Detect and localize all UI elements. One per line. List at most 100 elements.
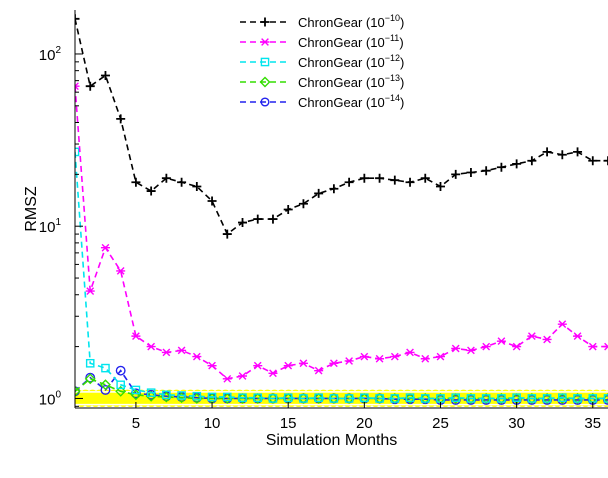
series-line-0 (75, 18, 608, 236)
point-0-35 (603, 156, 608, 166)
point-0-10 (222, 229, 232, 239)
point-0-8 (192, 182, 202, 192)
point-0-34 (588, 156, 598, 166)
point-2-12 (253, 393, 263, 402)
point-1-6 (161, 348, 171, 357)
series-layer (75, 14, 608, 405)
point-0-17 (329, 184, 339, 194)
point-1-19 (359, 352, 369, 361)
point-0-28 (496, 162, 506, 172)
point-0-14 (283, 205, 293, 215)
point-1-23 (420, 354, 430, 363)
point-0-11 (238, 218, 248, 228)
x-axis-label: Simulation Months (266, 432, 398, 449)
point-2-10 (222, 392, 232, 402)
point-2-32 (558, 393, 567, 402)
point-3-2 (99, 379, 111, 391)
point-0-0 (75, 14, 80, 24)
point-2-35 (603, 394, 608, 403)
point-4-3 (115, 365, 126, 376)
point-2-21 (390, 394, 400, 403)
point-1-22 (405, 348, 415, 357)
legend-marker-group-1 (260, 38, 270, 46)
point-0-13 (268, 214, 278, 224)
point-0-5 (146, 186, 156, 196)
point-0-6 (161, 173, 171, 183)
point-1-35 (603, 342, 608, 351)
axes (74, 10, 608, 409)
legend: ChronGear (10−10) ChronGear (10−11) ChronG… (240, 13, 404, 110)
tick-labels: 5 10 15 20 25 30 35 100 101 102 (39, 45, 601, 432)
point-1-28 (496, 337, 506, 346)
point-1-1 (85, 287, 95, 295)
point-1-0 (75, 82, 80, 91)
point-1-32 (557, 320, 567, 329)
point-2-5 (146, 388, 156, 397)
point-0-15 (298, 199, 308, 209)
y-tick-label: 101 (39, 217, 62, 236)
point-3-3 (115, 385, 127, 397)
y-tick-label: 100 (39, 389, 62, 408)
point-1-7 (177, 346, 187, 355)
point-2-19 (360, 393, 369, 402)
point-0-25 (451, 169, 461, 179)
point-2-26 (466, 394, 476, 403)
point-0-33 (573, 147, 583, 157)
point-1-5 (146, 342, 156, 351)
point-2-8 (192, 391, 202, 401)
point-1-17 (329, 359, 339, 368)
legend-marker-group-2 (260, 57, 270, 67)
point-0-3 (116, 114, 126, 124)
point-2-33 (573, 394, 582, 403)
point-2-7 (177, 391, 186, 400)
point-1-12 (253, 361, 263, 370)
legend-label-0: ChronGear (10−10) (298, 13, 404, 30)
point-1-16 (314, 366, 324, 375)
point-3-1 (84, 373, 96, 385)
point-2-29 (512, 393, 521, 402)
point-0-2 (100, 70, 110, 80)
point-2-6 (162, 390, 171, 400)
point-0-27 (481, 166, 491, 176)
point-0-24 (435, 182, 445, 192)
point-0-21 (390, 175, 400, 185)
point-0-20 (375, 173, 385, 183)
point-2-30 (527, 394, 537, 403)
legend-marker-2 (260, 57, 270, 67)
point-1-34 (588, 342, 598, 351)
point-0-7 (177, 177, 187, 187)
point-1-8 (192, 352, 202, 361)
point-1-18 (344, 357, 354, 365)
legend-marker-4 (260, 97, 270, 107)
point-2-3 (116, 380, 125, 390)
series-0 (75, 14, 608, 239)
series-line-2 (75, 151, 608, 400)
legend-label-3: ChronGear (10−13) (298, 73, 404, 90)
series-2 (75, 147, 608, 403)
legend-marker-group-4 (260, 97, 270, 107)
point-2-20 (375, 394, 384, 403)
x-tick-label: 25 (432, 415, 449, 432)
point-0-4 (131, 177, 141, 187)
point-3-0 (75, 385, 81, 397)
legend-label-4: ChronGear (10−14) (298, 93, 404, 110)
point-4-2 (100, 385, 111, 395)
point-1-13 (268, 369, 278, 378)
point-1-29 (512, 342, 522, 351)
point-2-18 (344, 394, 354, 403)
legend-marker-1 (260, 38, 270, 46)
x-tick-label: 35 (584, 415, 601, 432)
point-2-28 (497, 394, 506, 403)
point-1-9 (207, 361, 217, 370)
point-1-20 (375, 354, 385, 363)
point-1-24 (435, 352, 445, 361)
point-2-14 (283, 393, 293, 402)
point-2-22 (405, 393, 415, 402)
point-1-15 (298, 359, 308, 368)
point-2-16 (314, 393, 323, 402)
point-2-2 (101, 363, 110, 373)
point-2-9 (207, 392, 217, 402)
point-0-22 (405, 177, 415, 187)
point-0-29 (512, 159, 522, 169)
